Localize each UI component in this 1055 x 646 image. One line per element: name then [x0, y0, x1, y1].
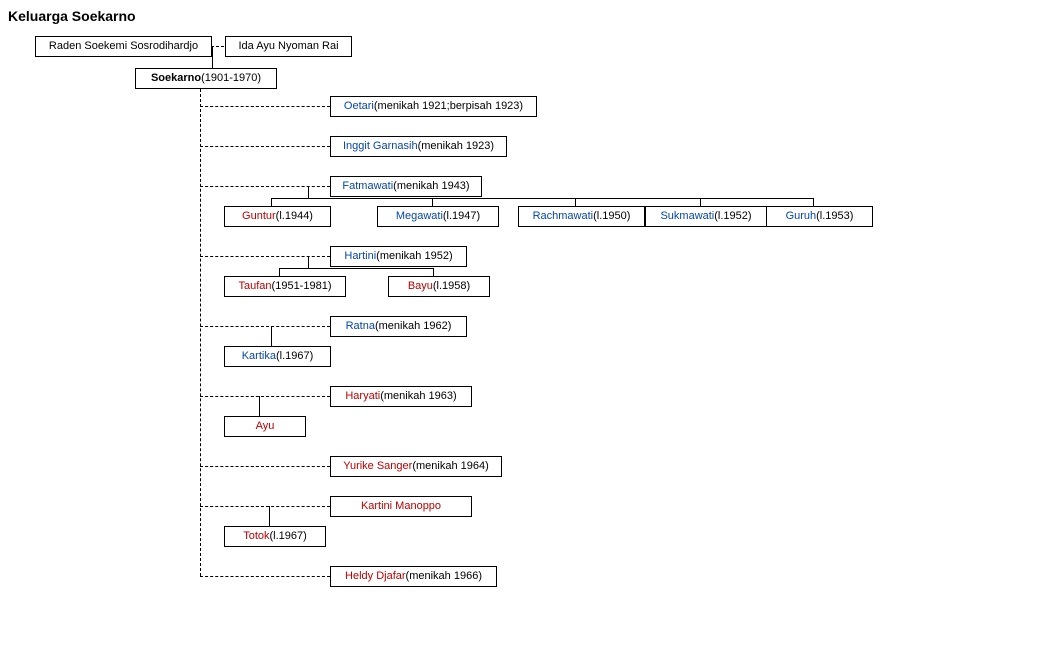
edge: [259, 396, 260, 416]
node-detail: (l.1967): [270, 529, 307, 544]
node-name: Hartini: [344, 249, 376, 264]
node-soekarno: Soekarno (1901-1970): [135, 68, 277, 89]
edge: [269, 506, 270, 526]
edge: [271, 326, 272, 346]
edge: [432, 198, 433, 206]
edge: [575, 198, 576, 206]
node-name: Rachmawati: [533, 209, 594, 224]
node-heldy: Heldy Djafar (menikah 1966): [330, 566, 497, 587]
node-name: Haryati: [345, 389, 380, 404]
node-name: Kartika: [242, 349, 276, 364]
edge: [813, 198, 814, 206]
node-yurike: Yurike Sanger (menikah 1964): [330, 456, 502, 477]
node-taufan: Taufan (1951-1981): [224, 276, 346, 297]
edge: [200, 576, 330, 577]
edge: [200, 146, 330, 147]
node-name: Raden Soekemi Sosrodihardjo: [49, 39, 198, 54]
edge: [200, 256, 330, 257]
node-detail: (menikah 1962): [375, 319, 451, 334]
node-detail: (l.1967): [276, 349, 313, 364]
edge: [433, 268, 434, 276]
node-name: Guntur: [242, 209, 276, 224]
node-totok: Totok (l.1967): [224, 526, 326, 547]
edge: [200, 326, 330, 327]
node-detail: (1901-1970): [201, 71, 261, 86]
node-name: Taufan: [239, 279, 272, 294]
node-bayu: Bayu (l.1958): [388, 276, 490, 297]
node-detail: (l.1952): [714, 209, 751, 224]
node-detail: (l.1950): [593, 209, 630, 224]
edge: [200, 186, 330, 187]
edge: [308, 186, 309, 198]
node-guruh: Guruh (l.1953): [766, 206, 873, 227]
edge: [700, 198, 701, 206]
node-hartini: Hartini (menikah 1952): [330, 246, 467, 267]
node-detail: (l.1944): [276, 209, 313, 224]
node-inggit: Inggit Garnasih (menikah 1923): [330, 136, 507, 157]
node-name: Guruh: [786, 209, 817, 224]
node-name: Fatmawati: [342, 179, 393, 194]
node-fatmawati: Fatmawati (menikah 1943): [330, 176, 482, 197]
node-guntur: Guntur (l.1944): [224, 206, 331, 227]
edge: [279, 268, 433, 269]
node-detail: (menikah 1966): [406, 569, 482, 584]
node-detail: (menikah 1943): [393, 179, 469, 194]
node-name: Inggit Garnasih: [343, 139, 418, 154]
node-name: Sukmawati: [660, 209, 714, 224]
node-detail: (menikah 1963): [380, 389, 456, 404]
edge: [200, 106, 330, 107]
node-name: Yurike Sanger: [343, 459, 412, 474]
family-tree-stage: Raden Soekemi Sosrodihardjo Ida Ayu Nyoma…: [8, 28, 1047, 638]
node-detail: (menikah 1923): [418, 139, 494, 154]
node-name: Ayu: [256, 419, 275, 434]
node-name: Soekarno: [151, 71, 201, 86]
node-kartini: Kartini Manoppo: [330, 496, 472, 517]
node-ratna: Ratna (menikah 1962): [330, 316, 467, 337]
node-detail: (1951-1981): [272, 279, 332, 294]
node-detail: (l.1947): [443, 209, 480, 224]
node-mother: Ida Ayu Nyoman Rai: [225, 36, 352, 57]
node-name: Oetari: [344, 99, 374, 114]
edge: [200, 396, 330, 397]
node-sukmawati: Sukmawati (l.1952): [645, 206, 767, 227]
node-detail: (menikah 1921;berpisah 1923): [374, 99, 523, 114]
edge: [271, 198, 813, 199]
node-kartika: Kartika (l.1967): [224, 346, 331, 367]
node-megawati: Megawati (l.1947): [377, 206, 499, 227]
node-ayu: Ayu: [224, 416, 306, 437]
node-detail: (l.1958): [433, 279, 470, 294]
node-name: Bayu: [408, 279, 433, 294]
edge: [200, 89, 201, 576]
edge: [308, 256, 309, 268]
node-name: Kartini Manoppo: [361, 499, 441, 514]
page-title: Keluarga Soekarno: [8, 8, 1047, 24]
node-name: Ida Ayu Nyoman Rai: [238, 39, 338, 54]
node-detail: (menikah 1952): [376, 249, 452, 264]
edge: [200, 466, 330, 467]
node-name: Ratna: [346, 319, 375, 334]
node-detail: (menikah 1964): [412, 459, 488, 474]
node-name: Heldy Djafar: [345, 569, 406, 584]
node-detail: (l.1953): [816, 209, 853, 224]
edge: [271, 198, 272, 206]
node-haryati: Haryati (menikah 1963): [330, 386, 472, 407]
node-name: Totok: [243, 529, 269, 544]
node-oetari: Oetari (menikah 1921;berpisah 1923): [330, 96, 537, 117]
node-name: Megawati: [396, 209, 443, 224]
edge: [212, 46, 213, 68]
edge: [279, 268, 280, 276]
node-father: Raden Soekemi Sosrodihardjo: [35, 36, 212, 57]
node-rachmawati: Rachmawati (l.1950): [518, 206, 645, 227]
edge: [200, 506, 330, 507]
